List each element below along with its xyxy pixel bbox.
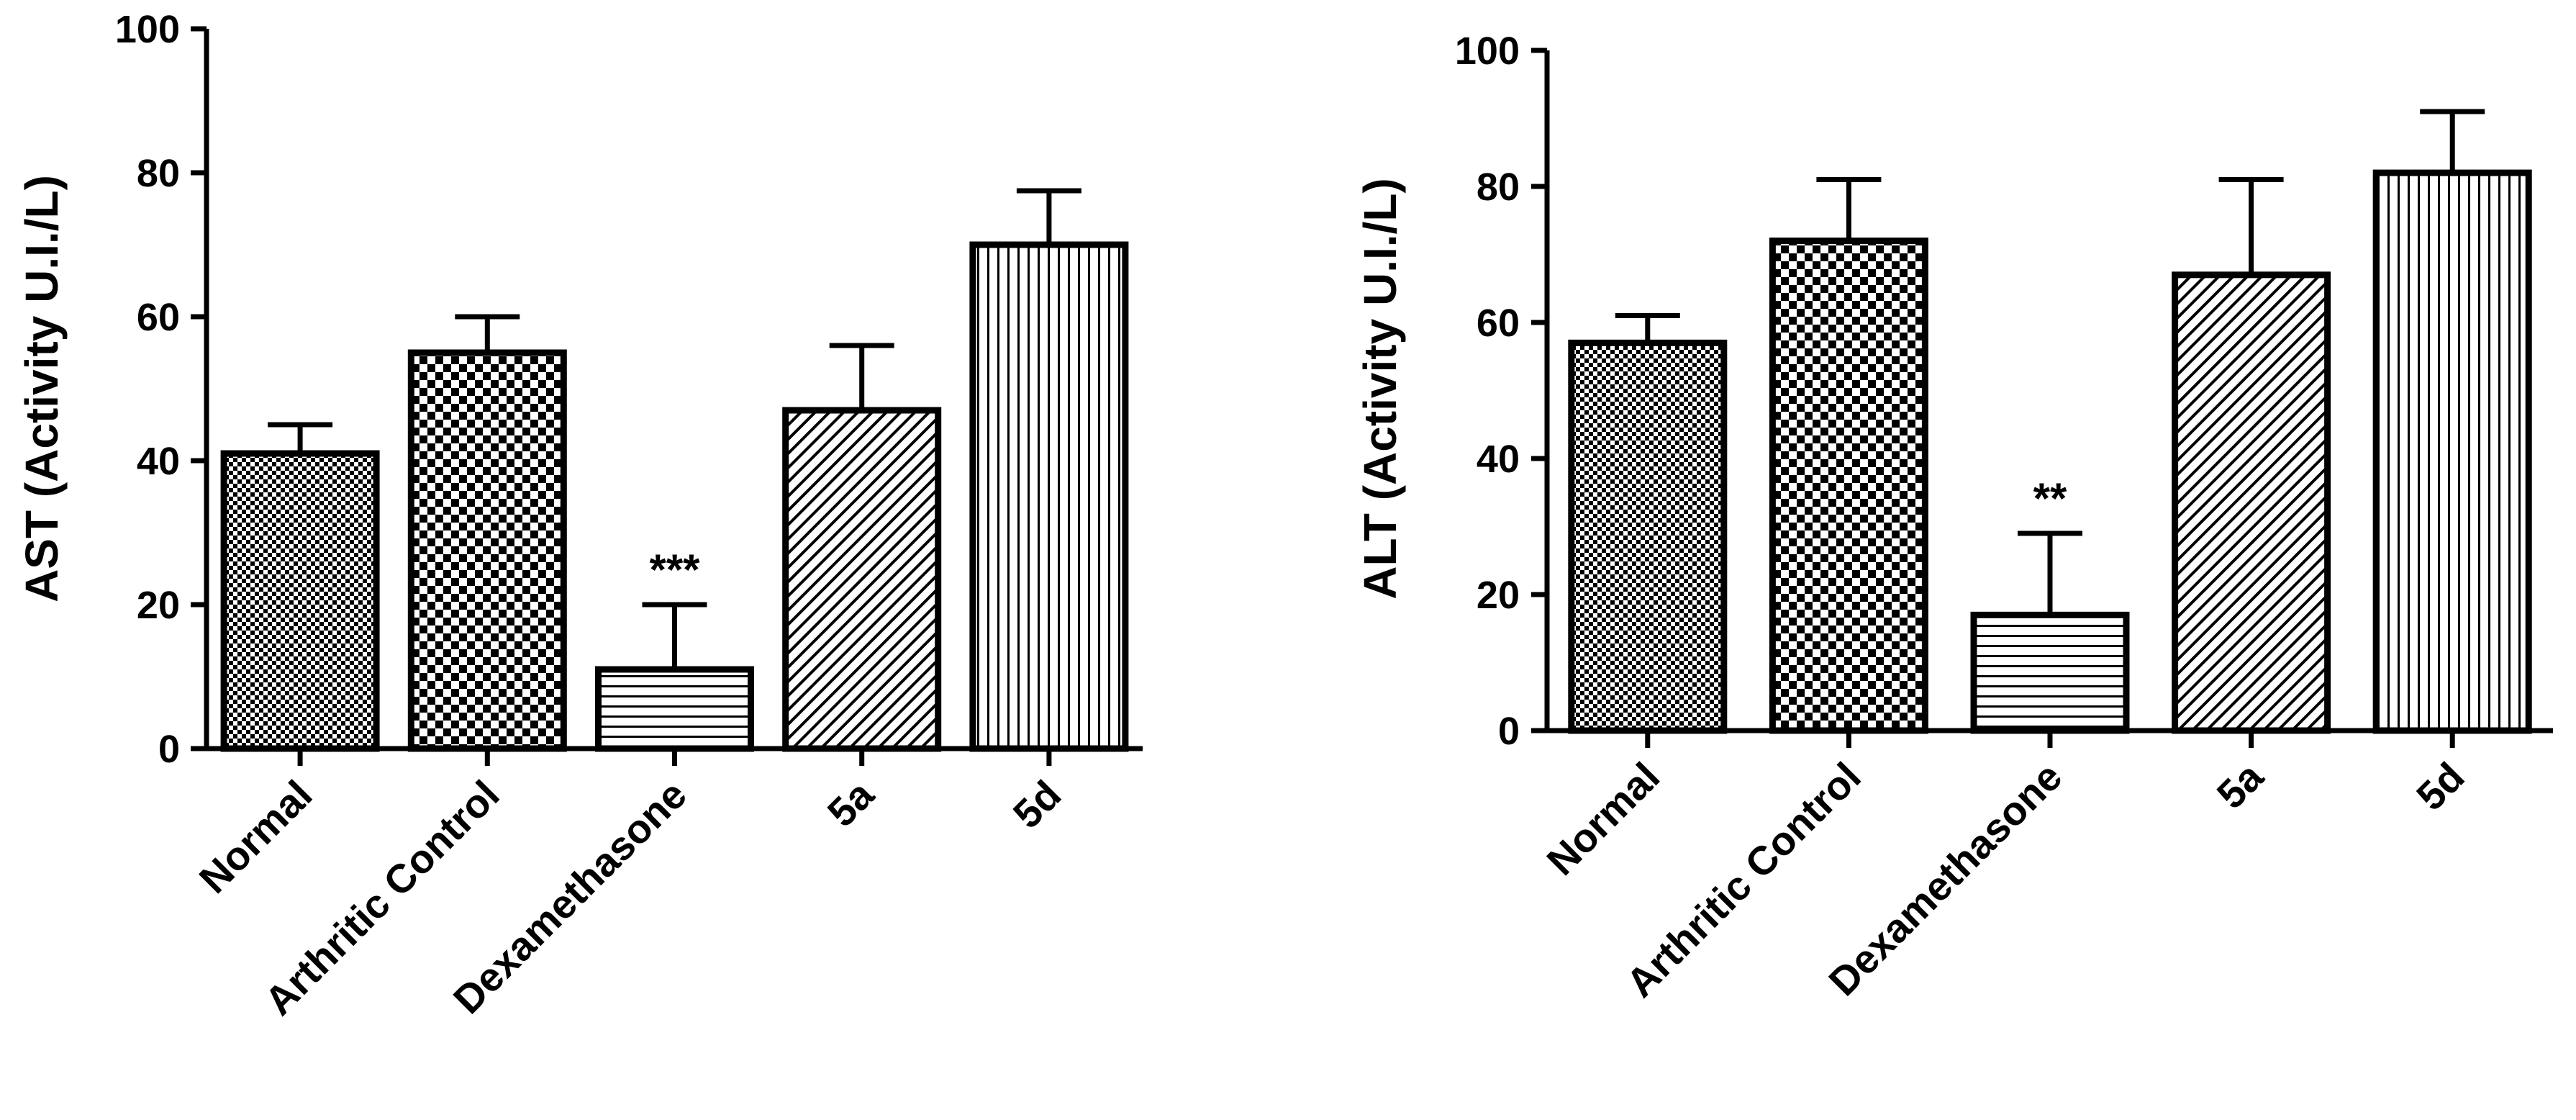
y-tick-label: 100 — [115, 8, 180, 51]
y-tick-label: 20 — [1477, 574, 1520, 617]
y-tick-label: 40 — [137, 440, 180, 483]
y-tick-label: 40 — [1477, 438, 1520, 481]
category-label: 5d — [2408, 754, 2473, 819]
bar-dexamethasone — [1970, 611, 2130, 734]
bar-5a — [2172, 271, 2331, 734]
y-tick-label: 80 — [1477, 166, 1520, 209]
category-label: Normal — [191, 772, 321, 902]
y-tick-label: 20 — [137, 584, 180, 627]
category-label: 5d — [1004, 772, 1070, 837]
bar-normal — [1568, 339, 1728, 734]
bar-normal — [220, 450, 380, 752]
category-label: 5a — [2208, 753, 2272, 817]
category-label: 5a — [819, 771, 883, 835]
y-axis-title: ALT (Activity U.I./L) — [1354, 178, 1406, 599]
y-tick-label: 100 — [1455, 30, 1520, 73]
y-axis-title: AST (Activity U.I./L) — [16, 175, 68, 602]
bar-arthritic-control — [1769, 238, 1928, 734]
y-tick-label: 0 — [158, 728, 180, 771]
bar-arthritic-control — [407, 349, 567, 752]
y-tick-label: 60 — [1477, 302, 1520, 345]
significance-marker: *** — [649, 546, 700, 594]
bar-5a — [782, 407, 942, 752]
y-tick-label: 80 — [137, 152, 180, 195]
category-label: Normal — [1538, 754, 1668, 884]
bar-5d — [2372, 169, 2532, 734]
bar-5d — [969, 241, 1129, 752]
bar-dexamethasone — [595, 666, 754, 752]
y-tick-label: 60 — [137, 296, 180, 339]
significance-marker: ** — [2033, 474, 2067, 523]
y-tick-label: 0 — [1498, 710, 1520, 753]
